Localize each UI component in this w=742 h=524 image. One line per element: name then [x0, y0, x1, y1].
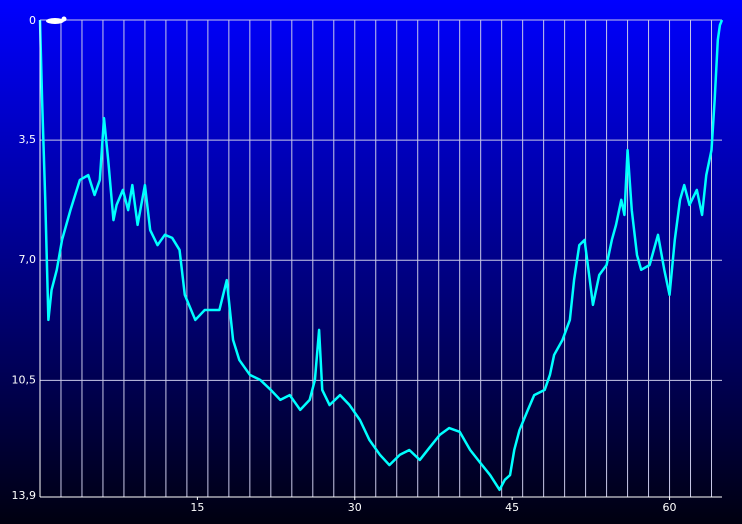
x-tick-label: 15 — [190, 501, 204, 514]
x-tick-label: 30 — [348, 501, 362, 514]
y-tick-label: 10,5 — [12, 373, 37, 386]
y-tick-label: 0 — [29, 14, 36, 27]
y-tick-label: 13,9 — [12, 489, 37, 502]
x-tick-label: 60 — [663, 501, 677, 514]
grid — [40, 19, 722, 498]
plot — [38, 19, 724, 492]
y-tick-label: 3,5 — [19, 133, 37, 146]
y-tick-label: 7,0 — [19, 253, 37, 266]
depth-line — [38, 19, 724, 492]
x-tick-label: 45 — [505, 501, 519, 514]
diver-icon — [46, 16, 67, 24]
